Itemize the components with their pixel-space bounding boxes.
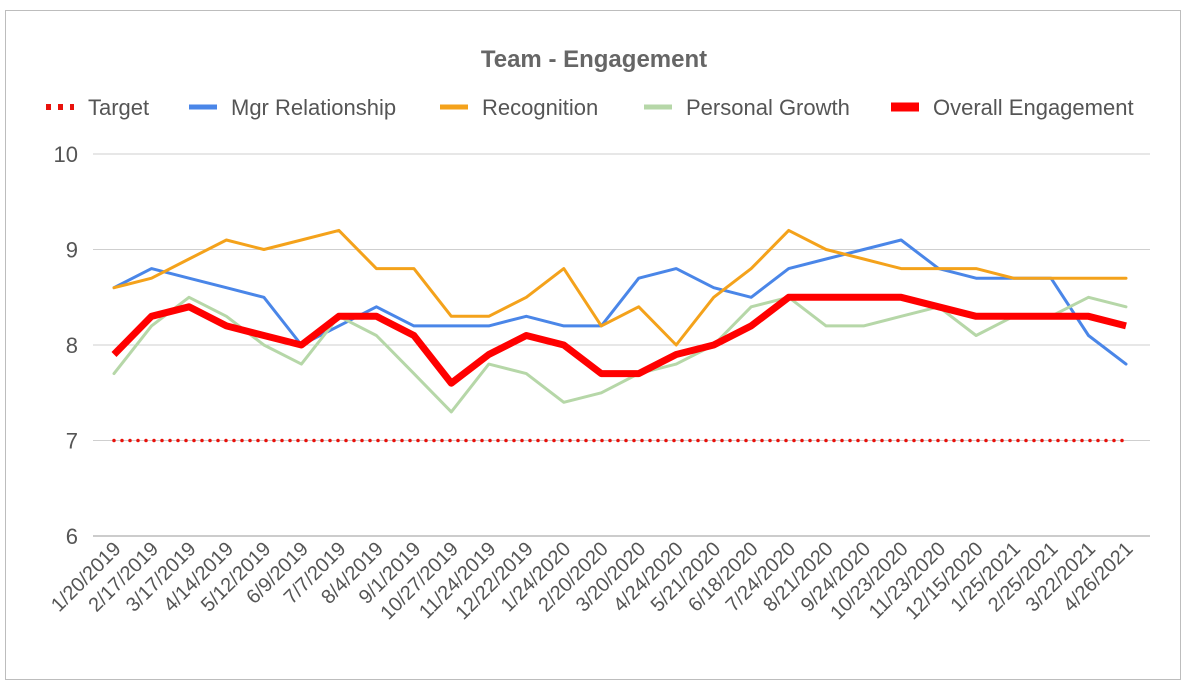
engagement-line-chart: Team - Engagement Target Mgr Relationship…: [46, 46, 1150, 624]
legend-label: Overall Engagement: [933, 95, 1134, 120]
legend-label: Target: [88, 95, 149, 120]
legend-item-mgr-relationship: Mgr Relationship: [189, 95, 396, 120]
series-line-mgr-relationship: [112, 238, 1128, 366]
series-line-personal-growth: [112, 295, 1128, 414]
legend-label: Personal Growth: [686, 95, 850, 120]
legend-item-personal-growth: Personal Growth: [644, 95, 850, 120]
x-axis: 1/20/20192/17/20193/17/20194/14/20195/12…: [47, 538, 1137, 624]
y-tick-label: 8: [66, 333, 78, 358]
y-axis: 6 7 8 9 10: [54, 142, 78, 549]
y-tick-label: 7: [66, 429, 78, 454]
legend-item-overall-engagement: Overall Engagement: [891, 95, 1134, 120]
series-lines: [111, 228, 1128, 443]
gridlines: [93, 153, 1150, 537]
series-line-recognition: [112, 228, 1128, 347]
legend-label: Recognition: [482, 95, 598, 120]
y-tick-label: 6: [66, 524, 78, 549]
series-line-overall-engagement: [111, 293, 1127, 387]
legend-item-target: Target: [46, 95, 149, 120]
y-tick-label: 9: [66, 238, 78, 263]
chart-title: Team - Engagement: [481, 46, 707, 73]
chart-frame: Team - Engagement Target Mgr Relationship…: [5, 10, 1181, 680]
legend: Target Mgr Relationship Recognition Persona…: [46, 95, 1134, 120]
legend-item-recognition: Recognition: [440, 95, 598, 120]
legend-label: Mgr Relationship: [231, 95, 396, 120]
y-tick-label: 10: [54, 142, 78, 167]
